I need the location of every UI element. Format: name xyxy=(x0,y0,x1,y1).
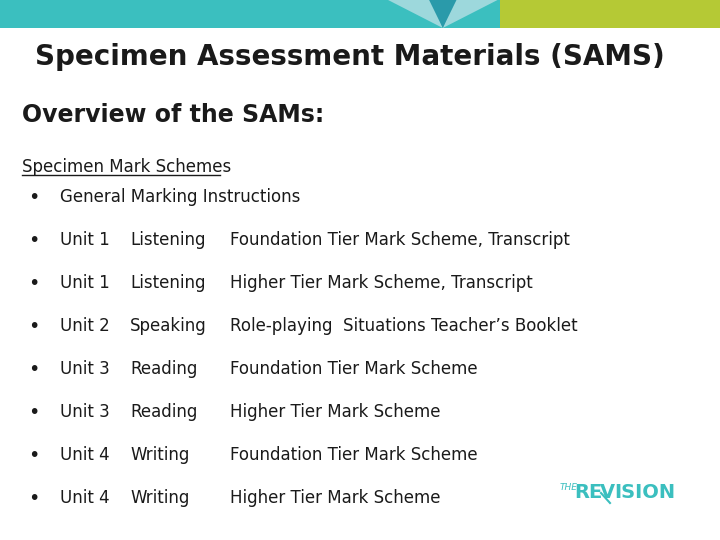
Text: •: • xyxy=(28,274,40,293)
Text: Higher Tier Mark Scheme: Higher Tier Mark Scheme xyxy=(230,489,441,507)
Text: RE: RE xyxy=(574,483,602,502)
Text: Higher Tier Mark Scheme, Transcript: Higher Tier Mark Scheme, Transcript xyxy=(230,274,533,292)
Text: THE: THE xyxy=(560,483,578,492)
Text: •: • xyxy=(28,489,40,508)
Text: •: • xyxy=(28,231,40,250)
Text: Unit 3: Unit 3 xyxy=(60,360,109,378)
Polygon shape xyxy=(443,0,498,28)
Text: General Marking Instructions: General Marking Instructions xyxy=(60,188,300,206)
Text: Foundation Tier Mark Scheme: Foundation Tier Mark Scheme xyxy=(230,360,477,378)
Text: Specimen Mark Schemes: Specimen Mark Schemes xyxy=(22,158,231,176)
Text: Foundation Tier Mark Scheme, Transcript: Foundation Tier Mark Scheme, Transcript xyxy=(230,231,570,249)
Text: Overview of the SAMs:: Overview of the SAMs: xyxy=(22,103,324,127)
Text: •: • xyxy=(28,403,40,422)
Bar xyxy=(500,0,720,28)
Text: Foundation Tier Mark Scheme: Foundation Tier Mark Scheme xyxy=(230,446,477,464)
Text: Reading: Reading xyxy=(130,403,197,421)
Text: Speaking: Speaking xyxy=(130,317,207,335)
Text: Specimen Assessment Materials (SAMS): Specimen Assessment Materials (SAMS) xyxy=(35,43,665,71)
Text: Reading: Reading xyxy=(130,360,197,378)
Text: Writing: Writing xyxy=(130,489,189,507)
Text: ISION: ISION xyxy=(614,483,675,502)
Text: •: • xyxy=(28,360,40,379)
Text: Role-playing  Situations Teacher’s Booklet: Role-playing Situations Teacher’s Bookle… xyxy=(230,317,577,335)
Text: Listening: Listening xyxy=(130,231,205,249)
Text: •: • xyxy=(28,446,40,465)
Text: Unit 1: Unit 1 xyxy=(60,274,109,292)
Text: Writing: Writing xyxy=(130,446,189,464)
Polygon shape xyxy=(388,0,443,28)
Text: Unit 1: Unit 1 xyxy=(60,231,109,249)
Text: Unit 4: Unit 4 xyxy=(60,489,109,507)
Text: Higher Tier Mark Scheme: Higher Tier Mark Scheme xyxy=(230,403,441,421)
Text: Listening: Listening xyxy=(130,274,205,292)
Text: V: V xyxy=(600,483,615,502)
Bar xyxy=(0,0,500,28)
Text: •: • xyxy=(28,188,40,207)
Text: •: • xyxy=(28,317,40,336)
Text: Unit 3: Unit 3 xyxy=(60,403,109,421)
Polygon shape xyxy=(429,0,456,28)
Text: Unit 2: Unit 2 xyxy=(60,317,109,335)
Text: Unit 4: Unit 4 xyxy=(60,446,109,464)
